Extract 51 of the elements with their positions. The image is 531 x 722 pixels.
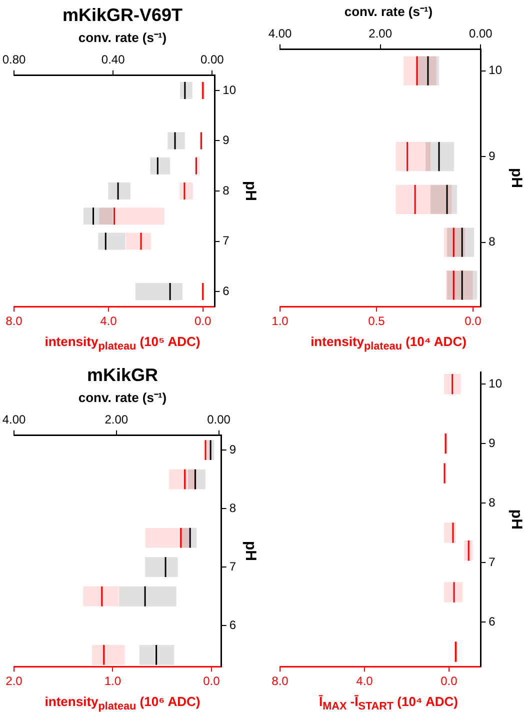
y-tick-label: 7 [229, 559, 236, 574]
x2-tick-label: 0.00 [200, 52, 224, 67]
y-axis-title: pH [508, 509, 525, 530]
x-tick-label: 0.0 [440, 674, 458, 688]
y-tick-label: 8 [488, 234, 496, 249]
y-tick-label: 8 [222, 183, 230, 198]
y-tick-label: 10 [488, 63, 502, 78]
y-tick-label: 8 [229, 500, 236, 515]
x-tick-label: 4.0 [356, 674, 374, 688]
y-tick-label: 9 [488, 148, 496, 163]
x2-tick-label: 2.00 [368, 26, 392, 41]
y-axis-title: pH [508, 168, 525, 188]
x-axis-title: Ī$_{MAX}$ -Ī$_{START}$ (10⁴ ADC) [318, 694, 459, 714]
x-tick-label: 4.0 [100, 314, 118, 328]
x-tick-label: 1.0 [272, 314, 289, 328]
y-tick-label: 6 [229, 618, 236, 632]
y-tick-label: 7 [222, 234, 230, 248]
x-tick-label: 0.0 [203, 674, 220, 688]
y-tick-label: 6 [488, 614, 496, 628]
y-axis-title: pH [242, 181, 259, 201]
x2-axis-title: conv. rate (s⁻¹) [77, 29, 168, 46]
x2-tick-label: 0.40 [101, 52, 126, 67]
y-axis-title: pH [242, 541, 259, 561]
x-tick-label: 0.0 [464, 314, 482, 328]
x2-tick-label: 0.00 [207, 412, 231, 427]
x-tick-label: 2.0 [6, 674, 23, 688]
x2-tick-label: 0.80 [2, 52, 26, 67]
y-tick-label: 9 [222, 133, 230, 148]
chart-title: mKikGR-V69T [61, 4, 184, 27]
x-axis-title: intensity$_{plateau}$ (10⁵ ADC) [44, 334, 202, 354]
x2-axis-title: conv. rate (s⁻¹) [343, 3, 434, 20]
x2-tick-label: 4.00 [268, 26, 292, 41]
chart-title: mKikGR [86, 364, 159, 387]
x-tick-label: 8.0 [272, 674, 289, 688]
y-tick-label: 10 [222, 82, 236, 97]
x-tick-label: 1.0 [104, 674, 122, 688]
y-tick-label: 8 [488, 495, 496, 510]
x-tick-label: 8.0 [6, 314, 23, 328]
x2-tick-label: 0.00 [468, 26, 493, 41]
x-axis-title: intensity$_{plateau}$ (10⁶ ADC) [44, 694, 202, 714]
y-tick-label: 9 [488, 436, 496, 450]
x2-axis-title: conv. rate (s⁻¹) [77, 389, 168, 406]
y-tick-label: 10 [488, 376, 502, 390]
x2-tick-label: 2.00 [104, 412, 128, 427]
x2-tick-label: 4.00 [2, 412, 26, 427]
y-tick-label: 7 [488, 554, 496, 569]
y-tick-label: 9 [229, 442, 236, 456]
x-tick-label: 0.5 [368, 314, 386, 328]
x-axis-title: intensity$_{plateau}$ (10⁴ ADC) [310, 334, 468, 354]
y-tick-label: 6 [222, 284, 230, 298]
x-tick-label: 0.0 [194, 314, 212, 328]
